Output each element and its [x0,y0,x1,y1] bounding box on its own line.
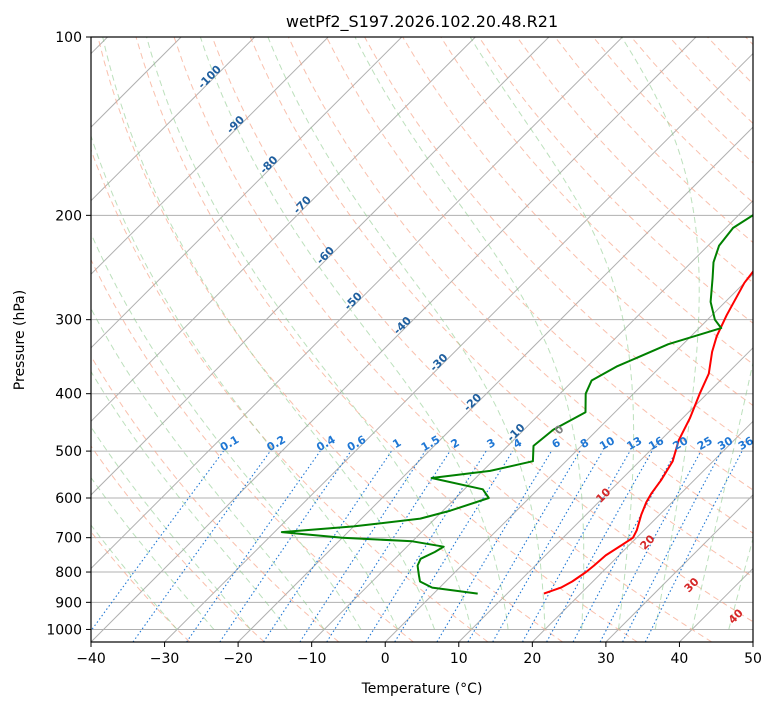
data-series [280,214,753,595]
dry-adiabat-line [91,258,414,642]
y-tick-label: 500 [55,444,82,460]
moist-adiabat-line [267,37,546,630]
moist-adiabat-line [91,426,252,630]
chart-title: wetPf2_S197.2026.102.20.48.R21 [286,12,558,32]
moist-adiabat-line [199,37,509,630]
mixing-ratio-line [546,450,653,642]
plot-frame [90,36,754,643]
mixing-ratio-line [299,450,426,642]
background-lines [91,37,753,642]
mixing-ratio-line [91,450,224,632]
dry-adiabat-line [97,37,563,642]
x-tick-label: 50 [744,651,762,667]
y-tick-label: 1000 [46,622,82,638]
mixing-ratio-line [132,450,271,642]
x-tick-label: −20 [223,651,253,667]
mixing-ratio-line [186,450,321,642]
isotherm-line [91,37,403,349]
isotherm-line [91,37,550,496]
mixing-ratio-line [219,450,352,642]
mixing-ratio-line [263,450,392,642]
y-tick-label: 700 [55,531,82,547]
x-tick-label: −10 [297,651,327,667]
mixing-ratio-line [599,450,702,642]
moist-adiabat-line [354,37,585,630]
y-tick-label: 200 [55,208,82,224]
y-tick-label: 100 [55,30,82,46]
isotherm-line [458,347,753,642]
moist-adiabat-line [91,524,178,630]
mixing-ratio-line [622,450,722,642]
isotherm-line [91,37,623,570]
dry-adiabat-line [135,37,638,642]
moist-adiabat-line [91,370,288,630]
x-axis-label: Temperature (°C) [361,681,483,697]
moist-adiabat-line [91,307,325,630]
y-tick-label: 800 [55,565,82,581]
moist-adiabat-line [91,476,215,630]
y-tick-label: 900 [55,595,82,611]
x-tick-label: −40 [76,651,106,667]
dewpoint-line [280,214,753,595]
x-tick-label: −30 [150,651,180,667]
isotherm-line [531,420,753,642]
moist-adiabat-line [146,37,472,630]
dry-adiabat-line [249,37,753,578]
moist-adiabat-line [91,134,399,630]
isotherm-line [91,37,697,642]
mixing-ratio-line [436,450,552,642]
dry-adiabat-line [326,37,753,491]
dry-adiabat-line [173,37,713,642]
y-tick-label: 600 [55,491,82,507]
temperature-line [543,269,753,595]
x-tick-label: 20 [523,651,541,667]
dry-adiabat-line [211,37,753,623]
x-tick-label: 30 [597,651,615,667]
moist-adiabat-line [691,360,753,630]
y-tick-label: 300 [55,313,82,329]
moist-adiabat-line [621,37,700,630]
moist-adiabat-line [469,37,635,630]
axis-ticks: −40 −30 −20 −10 0 10 20 30 40 50 100 200 300 400 500 60… [46,30,762,667]
y-tick-label: 400 [55,387,82,403]
isotherm-line [384,273,753,642]
isotherm-line [91,37,476,423]
isotherm-line [91,37,329,275]
mixing-ratio-line [326,450,451,642]
x-tick-label: 40 [671,651,689,667]
isotherm-line [237,126,753,642]
x-tick-label: 10 [450,651,468,667]
isotherm-line [164,52,753,642]
moist-adiabat-line [91,232,362,630]
dry-adiabat-line [91,355,340,642]
mixing-ratio-line [467,450,581,642]
dry-adiabat-line [91,445,265,642]
moist-adiabat-line [102,37,436,630]
y-axis-label: Pressure (hPa) [12,290,28,390]
isotherm-line [91,37,256,202]
mixing-ratio-line [644,450,743,642]
mixing-ratio-line [492,450,604,642]
dry-adiabat-line [287,37,753,534]
moist-adiabat-line [728,536,753,630]
isotherm-line [605,494,753,642]
x-tick-label: 0 [381,651,390,667]
